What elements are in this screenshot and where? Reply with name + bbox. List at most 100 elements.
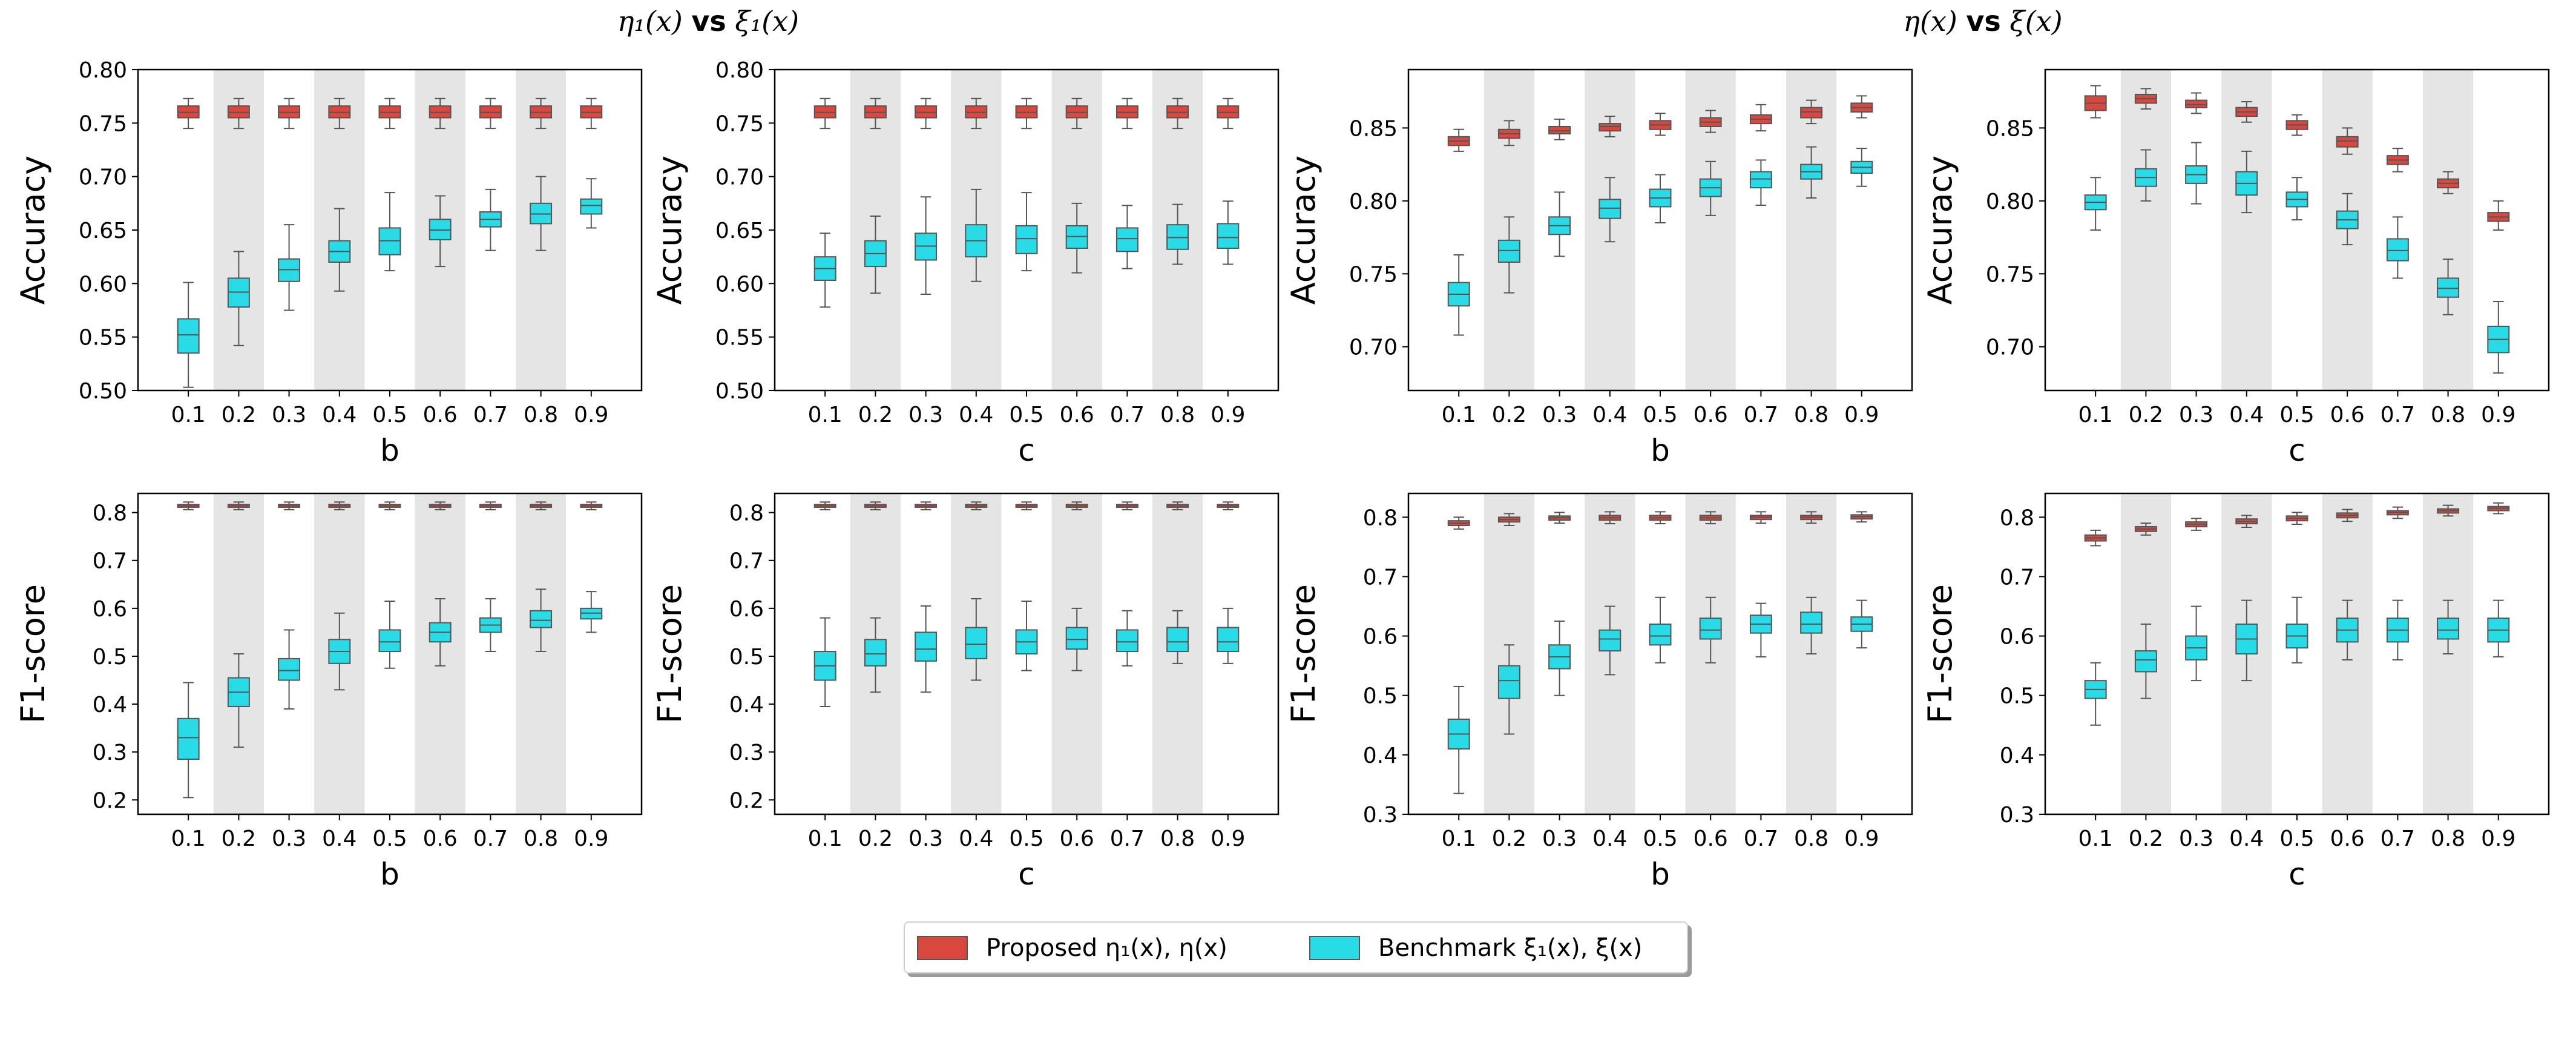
benchmark-box-0.9 xyxy=(1850,148,1873,187)
group-title-right-vs: vs xyxy=(1966,5,2001,38)
x-tick-label: 0.9 xyxy=(2481,826,2515,851)
x-tick-label: 0.5 xyxy=(1009,403,1043,427)
x-tick-label: 0.7 xyxy=(1744,826,1778,851)
y-tick-label: 0.60 xyxy=(79,272,127,297)
box-body xyxy=(1166,627,1189,653)
y-tick-label: 0.70 xyxy=(79,165,127,190)
proposed-box-0.3 xyxy=(2185,518,2208,531)
benchmark-box-0.8 xyxy=(530,176,553,251)
group-title-right: η(x) vs ξ(x) xyxy=(1903,5,2062,38)
x-tick-label: 0.9 xyxy=(1211,826,1245,851)
benchmark-box-0.7 xyxy=(1749,602,1772,657)
y-tick-label: 0.55 xyxy=(715,326,764,351)
proposed-box-0.8 xyxy=(1800,511,1823,524)
group-title-right-eta: η(x) xyxy=(1903,5,1957,38)
proposed-box-0.1 xyxy=(177,97,200,130)
proposed-box-0.3 xyxy=(1548,512,1571,524)
y-tick-label: 0.4 xyxy=(2000,743,2034,768)
benchmark-box-0.6 xyxy=(1699,596,1722,664)
group-title-left-eta: η₁(x) xyxy=(617,5,683,38)
benchmark-box-0.4 xyxy=(2235,150,2258,214)
x-tick-label: 0.7 xyxy=(2380,826,2415,851)
proposed-box-0.3 xyxy=(2185,92,2208,114)
y-axis-label: Accuracy xyxy=(14,156,52,305)
x-tick-label: 0.2 xyxy=(2129,403,2163,427)
group-title-left-xi: ξ₁(x) xyxy=(735,5,800,38)
benchmark-box-0.4 xyxy=(1598,177,1622,243)
box-body xyxy=(965,627,988,659)
x-tick-label: 0.1 xyxy=(171,403,206,427)
x-tick-label: 0.6 xyxy=(1694,403,1728,427)
proposed-box-0.5 xyxy=(1015,501,1038,510)
box-body xyxy=(1800,611,1823,634)
x-tick-label: 0.9 xyxy=(574,403,608,427)
proposed-box-0.2 xyxy=(227,97,250,130)
benchmark-box-0.5 xyxy=(1015,600,1038,671)
proposed-box-0.7 xyxy=(1116,501,1138,510)
y-axis-label: Accuracy xyxy=(651,156,689,305)
y-tick-label: 0.80 xyxy=(1349,189,1398,214)
benchmark-box-0.3 xyxy=(915,605,938,693)
proposed-box-0.2 xyxy=(864,501,887,510)
proposed-box-0.9 xyxy=(2487,502,2510,515)
y-tick-label: 0.6 xyxy=(729,597,764,622)
x-tick-label: 0.1 xyxy=(2078,826,2113,851)
benchmark-box-0.4 xyxy=(328,612,351,691)
x-tick-label: 0.7 xyxy=(1744,403,1778,427)
benchmark-box-0.4 xyxy=(965,598,988,681)
y-tick-label: 0.5 xyxy=(2000,684,2034,709)
proposed-box-0.8 xyxy=(2437,504,2460,517)
x-tick-label: 0.2 xyxy=(222,826,256,851)
y-tick-label: 0.75 xyxy=(79,111,127,136)
proposed-box-0.4 xyxy=(2235,515,2258,528)
x-tick-label: 0.2 xyxy=(1492,826,1526,851)
proposed-box-0.7 xyxy=(2386,148,2409,173)
benchmark-box-0.9 xyxy=(2487,599,2510,657)
proposed-box-0.8 xyxy=(530,97,553,130)
box-body xyxy=(1598,199,1622,219)
y-tick-label: 0.5 xyxy=(729,645,764,670)
benchmark-box-0.4 xyxy=(328,208,351,292)
benchmark-box-0.6 xyxy=(429,195,452,268)
benchmark-box-0.3 xyxy=(915,196,938,295)
subplot-1: 0.1 0.2 0.3 0.4 0.5 0.6 0.7 0.8 0.9 0.50 0.55 0.60 0… xyxy=(14,58,643,468)
y-tick-label: 0.80 xyxy=(1986,189,2034,214)
box-body xyxy=(1116,227,1138,252)
x-tick-label: 0.2 xyxy=(1492,403,1526,427)
proposed-box-0.6 xyxy=(2336,127,2359,155)
x-tick-label: 0.9 xyxy=(1844,403,1879,427)
x-tick-label: 0.7 xyxy=(2380,403,2415,427)
benchmark-box-0.3 xyxy=(2185,142,2208,205)
x-tick-label: 0.5 xyxy=(1643,403,1677,427)
proposed-box-0.7 xyxy=(479,97,502,130)
benchmark-box-0.2 xyxy=(1497,216,1520,294)
y-axis-label: F1-score xyxy=(14,584,52,723)
benchmark-box-0.8 xyxy=(1166,610,1189,664)
proposed-box-0.4 xyxy=(328,501,351,510)
x-tick-label: 0.1 xyxy=(1442,826,1476,851)
legend: Proposed η₁(x), η(x) Benchmark ξ₁(x), ξ(… xyxy=(904,921,1688,974)
x-axis-label: c xyxy=(2288,433,2305,468)
x-tick-label: 0.3 xyxy=(2179,826,2213,851)
x-axis-label: b xyxy=(380,433,399,468)
y-tick-label: 0.8 xyxy=(1363,506,1398,530)
subplot-3: 0.1 0.2 0.3 0.4 0.5 0.6 0.7 0.8 0.9 0.70 0.75 0.80 0… xyxy=(1284,68,1913,468)
benchmark-box-0.7 xyxy=(2386,216,2409,279)
proposed-box-0.6 xyxy=(1065,97,1088,130)
y-tick-label: 0.85 xyxy=(1349,116,1398,141)
proposed-box-0.9 xyxy=(580,97,603,130)
y-tick-label: 0.6 xyxy=(2000,625,2034,650)
x-tick-label: 0.8 xyxy=(1794,403,1828,427)
benchmark-box-0.6 xyxy=(1065,202,1088,274)
proposed-box-0.8 xyxy=(1800,99,1823,125)
proposed-box-0.5 xyxy=(2285,114,2308,136)
x-tick-label: 0.1 xyxy=(171,826,206,851)
proposed-box-0.7 xyxy=(2386,506,2409,519)
proposed-box-0.5 xyxy=(378,501,401,510)
y-tick-label: 0.50 xyxy=(715,379,764,404)
x-tick-label: 0.5 xyxy=(372,826,407,851)
benchmark-box-0.5 xyxy=(1649,596,1672,664)
benchmark-box-0.1 xyxy=(2084,662,2107,726)
x-tick-label: 0.9 xyxy=(574,826,608,851)
group-title-left: η₁(x) vs ξ₁(x) xyxy=(617,5,799,38)
